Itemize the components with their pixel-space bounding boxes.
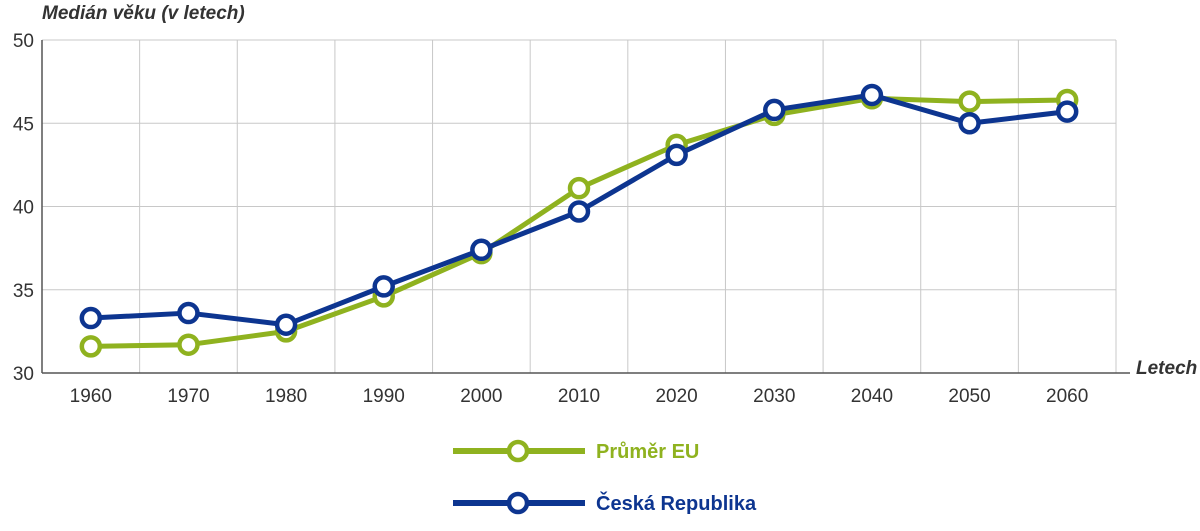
y-tick-label: 30 [13, 364, 34, 385]
x-tick-label: 1980 [265, 386, 307, 407]
legend-label: Česká Republika [596, 491, 757, 515]
y-tick-label: 50 [13, 31, 34, 52]
data-point [470, 238, 493, 262]
series-1 [79, 83, 1079, 336]
y-tick-labels: 30 35 40 45 50 [13, 31, 34, 385]
series [79, 83, 1079, 358]
y-tick-label: 45 [13, 114, 34, 135]
x-tick-label: 2020 [655, 386, 697, 407]
data-point [1055, 100, 1079, 123]
data-point [567, 176, 591, 200]
legend-item-0: Průměr EU [453, 439, 699, 463]
axes [41, 40, 1130, 374]
data-point [958, 90, 981, 113]
x-tick-label: 2050 [948, 386, 990, 407]
y-tick-label: 40 [13, 198, 34, 219]
x-tick-label: 2040 [851, 386, 893, 407]
y-tick-label: 35 [13, 281, 34, 302]
y-axis-title: Medián věku (v letech) [42, 3, 245, 24]
legend-swatch-marker [506, 439, 530, 463]
legend: Průměr EU Česká Republika [453, 439, 757, 515]
data-point [177, 333, 200, 356]
x-tick-label: 2060 [1046, 386, 1088, 407]
data-point [274, 313, 298, 336]
data-point [79, 335, 103, 358]
data-point [958, 112, 981, 135]
data-point [860, 83, 884, 107]
x-tick-label: 1970 [167, 386, 209, 407]
legend-label: Průměr EU [596, 441, 699, 463]
data-point [372, 275, 395, 298]
x-tick-label: 2030 [753, 386, 795, 407]
grid [42, 39, 1117, 373]
x-axis-title: Letech [1136, 358, 1197, 379]
data-point [79, 306, 103, 330]
data-point [665, 143, 688, 167]
x-tick-label: 2010 [558, 386, 600, 407]
data-point [177, 301, 200, 325]
x-tick-label: 1960 [70, 386, 112, 407]
legend-swatch-marker [506, 491, 530, 515]
legend-item-1: Česká Republika [453, 491, 757, 515]
data-point [763, 98, 786, 122]
data-point [567, 200, 591, 223]
x-tick-label: 2000 [460, 386, 502, 407]
x-tick-labels: 1960 1970 1980 1990 2000 2010 2020 2030 2040 2050… [70, 386, 1089, 407]
x-tick-label: 1990 [363, 386, 405, 407]
